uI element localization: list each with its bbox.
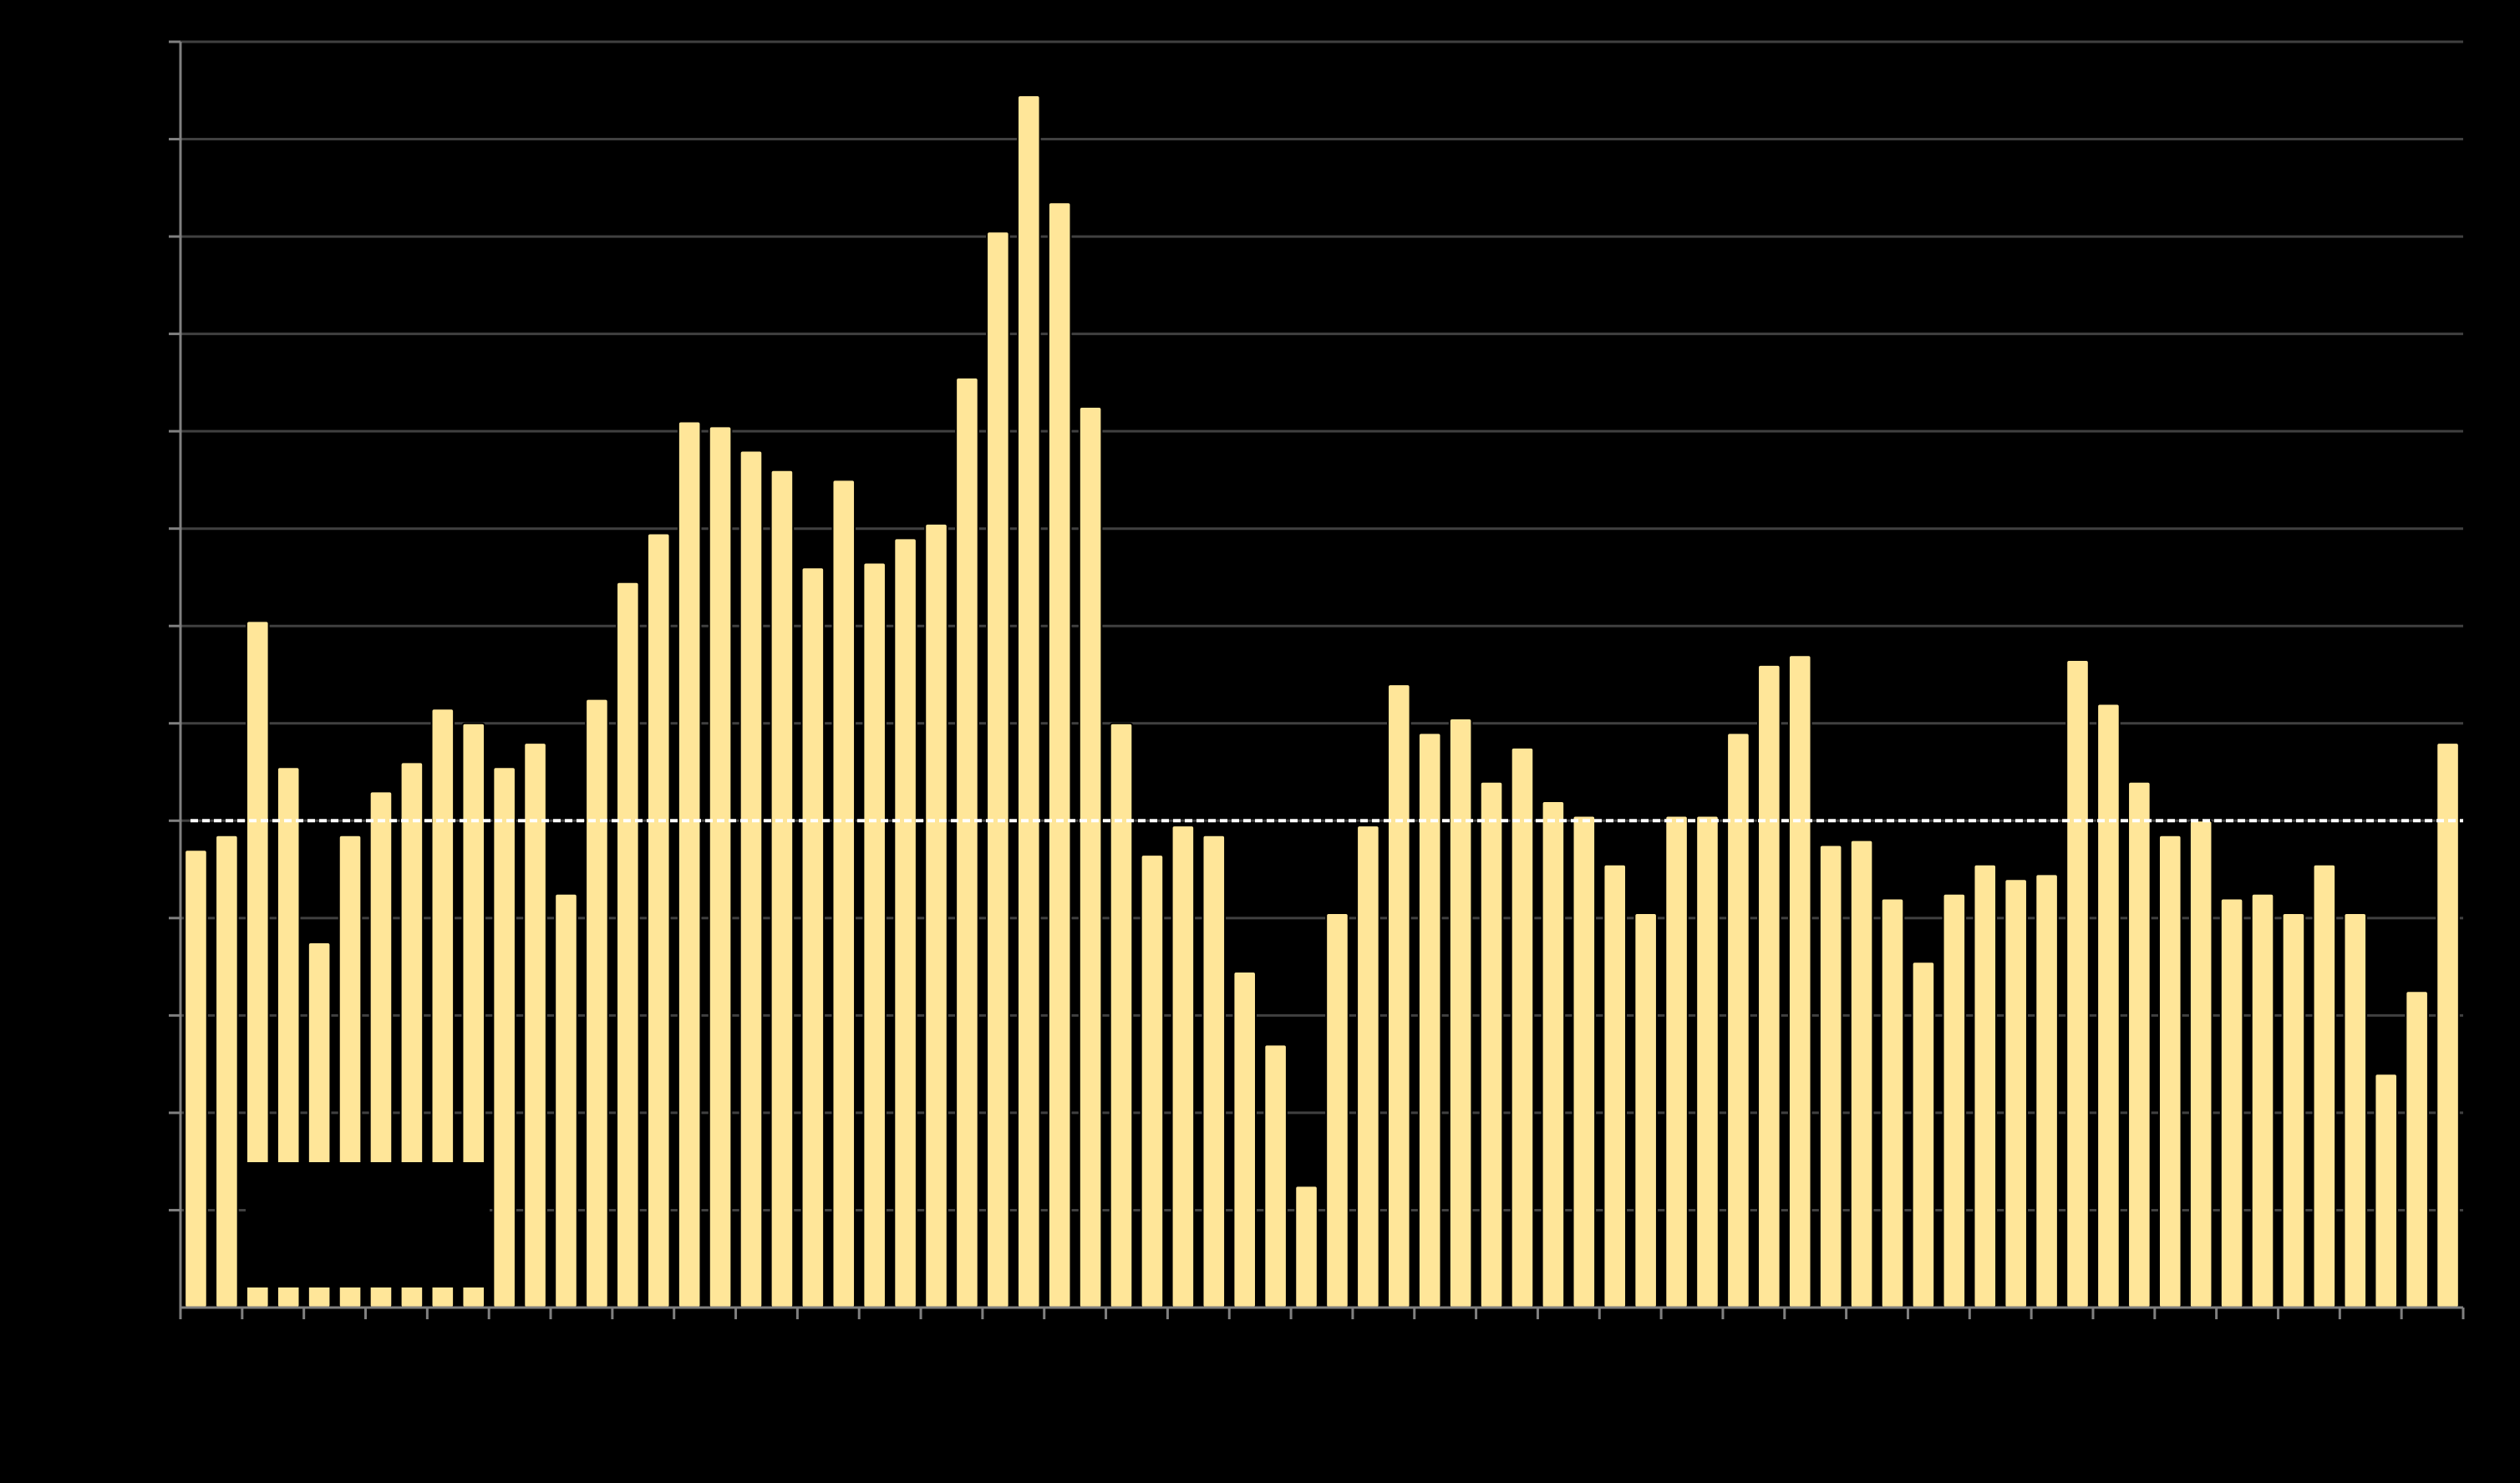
bar <box>585 698 609 1308</box>
bar <box>831 479 856 1308</box>
bar <box>1849 839 1874 1308</box>
bar <box>800 566 826 1308</box>
bar <box>1479 780 1504 1308</box>
bar <box>2250 892 2275 1308</box>
bar <box>1387 683 1411 1308</box>
bar <box>1757 663 1781 1308</box>
bar <box>1603 863 1628 1308</box>
bar <box>1356 825 1380 1308</box>
bar <box>1294 1185 1318 1308</box>
bar <box>215 834 239 1308</box>
bar <box>924 522 948 1308</box>
bar <box>1078 406 1103 1308</box>
bar <box>2281 912 2306 1309</box>
bar <box>2096 703 2121 1308</box>
bar <box>1047 201 1072 1309</box>
bar <box>1109 722 1134 1308</box>
bar <box>1973 863 1998 1308</box>
bar <box>2188 820 2213 1308</box>
bar <box>1787 654 1812 1308</box>
bar <box>893 537 917 1308</box>
bar <box>1664 815 1689 1308</box>
legend-box <box>247 1162 490 1287</box>
bar <box>986 231 1010 1308</box>
bar <box>2035 873 2059 1308</box>
bar <box>2065 659 2090 1308</box>
bar <box>1510 746 1535 1308</box>
bar <box>955 377 979 1308</box>
bar <box>2312 863 2337 1308</box>
bar <box>1911 961 1936 1308</box>
bar <box>2343 912 2368 1309</box>
bar <box>770 469 795 1308</box>
bar <box>1325 912 1349 1309</box>
bar <box>739 449 764 1308</box>
bar <box>1448 717 1473 1308</box>
bar <box>862 561 887 1308</box>
bar <box>554 892 578 1308</box>
bar <box>1880 897 1905 1308</box>
bar <box>1263 1044 1288 1309</box>
bar <box>1171 825 1196 1308</box>
bar <box>1695 815 1720 1308</box>
bar <box>1818 844 1843 1308</box>
bar <box>184 849 208 1308</box>
bar <box>1016 94 1041 1308</box>
bar <box>1541 800 1566 1308</box>
bar <box>1202 834 1227 1308</box>
bar <box>2436 742 2460 1308</box>
axes <box>169 40 2465 1319</box>
bar <box>492 766 516 1308</box>
bar <box>2127 780 2152 1308</box>
bar <box>616 581 640 1308</box>
bar <box>646 532 671 1308</box>
bar <box>2374 1073 2398 1309</box>
bar <box>523 742 547 1308</box>
bar <box>1633 912 1658 1309</box>
bar <box>2405 990 2429 1308</box>
bar <box>708 425 733 1309</box>
bar <box>2157 834 2182 1308</box>
bar <box>1140 854 1165 1308</box>
bar <box>677 420 702 1308</box>
bar <box>1572 815 1597 1308</box>
bar <box>1232 970 1257 1308</box>
bar <box>1942 892 1967 1308</box>
bar <box>2004 878 2028 1308</box>
bar <box>2219 897 2244 1308</box>
